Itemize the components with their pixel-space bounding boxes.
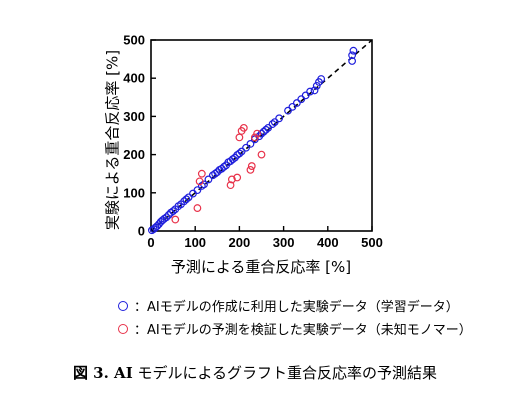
y-tick-label: 400 [123,71,145,86]
training-data-point [310,86,319,95]
training-data-point [270,118,279,127]
training-data-point [312,81,321,90]
training-data-point [204,175,213,184]
training-data-point [182,195,191,204]
identity-reference-line [150,39,373,232]
training-data-point [220,162,228,171]
training-data-point [169,207,178,216]
validation-data-point [235,133,244,142]
caption-text: モデルによるグラフト重合反応率の予測結果 [132,364,438,382]
legend-label-validation: ：AIモデルの予測を検証した実験データ（未知モノマー） [134,323,472,338]
y-tick-label: 0 [138,224,145,239]
training-data-point [235,149,244,158]
validation-data-point [239,123,248,132]
legend-marker-training [118,300,128,311]
legend-item-validation: ：AIモデルの予測を検証した実験データ（未知モノマー） [118,319,472,338]
x-tick-label: 0 [147,235,154,250]
plot-frame [150,39,373,232]
validation-data-point [247,162,256,170]
x-tick-label: 400 [317,235,339,250]
validation-data-point [250,133,259,142]
validation-data-point [233,173,242,182]
y-tick-label: 300 [123,109,145,124]
x-tick-label: 200 [229,235,251,250]
legend-marker-validation [118,323,128,334]
figure-caption: 図 3. AI モデルによるグラフト重合反応率の予測結果 [0,362,510,383]
training-data-point [228,155,237,164]
y-axis-label: 実験による重合反応率 [%] [104,50,122,230]
training-data-point [292,99,301,107]
legend-item-training: ：AIモデルの作成に利用した実験データ（学習データ） [118,296,459,315]
training-data-point [160,214,169,223]
training-data-point [268,120,277,128]
training-data-point [164,211,173,219]
training-data-point [162,213,171,222]
validation-data-point [195,177,204,186]
training-data-point [284,106,292,115]
training-data-point [264,123,273,132]
y-tick-label: 100 [123,185,145,200]
training-data-point [262,125,270,134]
x-tick-label: 100 [184,235,206,250]
training-data-point [348,51,357,60]
validation-data-point [226,181,235,190]
training-data-point [301,91,310,100]
training-data-point [257,129,266,138]
training-data-point [184,193,193,202]
validation-data-point [253,129,261,138]
legend-label-training: ：AIモデルの作成に利用した実験データ（学習データ） [134,300,459,315]
validation-data-point [257,150,266,159]
training-data-point [211,169,219,178]
training-data-point [288,102,297,111]
training-data-point [317,75,326,83]
training-data-point [275,114,284,123]
training-data-point [348,57,357,65]
validation-data-point [227,175,236,184]
training-data-point [242,143,250,152]
training-data-point [349,46,358,55]
training-data-point [246,140,255,148]
validation-data-point [171,215,180,224]
scatter-chart: 実験による重合反応率 [%] 予測による重合反応率 [%] 0 100 200 300… [104,33,383,277]
validation-data-point [193,204,202,212]
plot-area: 0 100 200 300 400 500 0 100 200 300 400 500 [123,33,383,251]
training-data-point [197,182,206,190]
x-tick-label: 500 [361,235,383,250]
training-data-point [180,197,189,206]
training-data-point [306,87,315,96]
training-data-point [193,186,202,195]
y-tick-label: 500 [123,33,145,48]
caption-prefix: 図 3. AI [72,364,133,382]
training-data-point [297,95,306,104]
y-tick-label: 200 [123,147,145,162]
training-data-point [237,147,246,156]
x-axis-label: 予測による重合反応率 [%] [171,258,351,276]
x-tick-label: 300 [273,235,295,250]
validation-data-point [246,165,255,174]
validation-data-point [197,169,206,178]
